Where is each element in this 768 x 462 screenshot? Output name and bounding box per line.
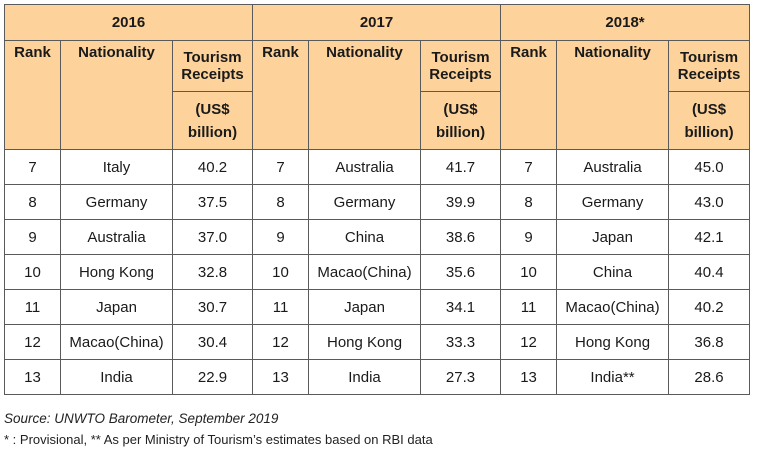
- rank-cell: 8: [252, 184, 310, 220]
- receipts-cell: 36.8: [668, 324, 751, 360]
- source-note: Source: UNWTO Barometer, September 2019: [4, 411, 279, 426]
- table-row: 13 India 22.9 13 India 27.3 13 India** 2…: [4, 359, 751, 395]
- receipts-header-label: Tourism Receipts: [181, 49, 244, 83]
- receipts-header: Tourism Receipts: [420, 40, 502, 92]
- rank-cell: 13: [500, 359, 558, 395]
- rank-cell: 13: [252, 359, 310, 395]
- receipts-cell: 45.0: [668, 149, 751, 185]
- unit-header: (US$ billion): [420, 91, 502, 150]
- nationality-cell: Hong Kong: [308, 324, 422, 360]
- table-row: 11 Japan 30.7 11 Japan 34.1 11 Macao(Chi…: [4, 289, 751, 325]
- rank-cell: 8: [4, 184, 61, 220]
- receipts-cell: 40.2: [668, 289, 751, 325]
- unit-label: (US$ billion): [684, 100, 734, 141]
- table-row: 12 Macao(China) 30.4 12 Hong Kong 33.3 1…: [4, 324, 751, 360]
- column-header-row: Rank Nationality Tourism Receipts Rank N…: [4, 40, 751, 150]
- nationality-cell: Germany: [308, 184, 422, 220]
- table-row: 7 Italy 40.2 7 Australia 41.7 7 Australi…: [4, 149, 751, 185]
- table-row: 10 Hong Kong 32.8 10 Macao(China) 35.6 1…: [4, 254, 751, 290]
- unit-label: (US$ billion): [435, 100, 486, 141]
- nationality-cell: Japan: [60, 289, 173, 325]
- nationality-cell: India: [308, 359, 422, 395]
- receipts-header-label: Tourism Receipts: [677, 49, 741, 83]
- nationality-cell: Japan: [556, 219, 670, 255]
- nationality-cell: India: [60, 359, 173, 395]
- nationality-cell: Macao(China): [60, 324, 173, 360]
- receipts-cell: 43.0: [668, 184, 751, 220]
- rank-cell: 12: [500, 324, 558, 360]
- receipts-header: Tourism Receipts: [171, 40, 254, 92]
- receipts-cell: 40.4: [668, 254, 751, 290]
- rank-header: Rank: [4, 40, 61, 150]
- footnote: * : Provisional, ** As per Ministry of T…: [4, 432, 433, 447]
- receipts-cell: 32.8: [171, 254, 254, 290]
- unit-label: (US$ billion): [187, 100, 238, 141]
- receipts-cell: 33.3: [420, 324, 502, 360]
- receipts-header: Tourism Receipts: [668, 40, 751, 92]
- rank-cell: 7: [500, 149, 558, 185]
- nationality-cell: Hong Kong: [60, 254, 173, 290]
- receipts-cell: 37.5: [171, 184, 254, 220]
- receipts-cell: 28.6: [668, 359, 751, 395]
- rank-cell: 12: [4, 324, 61, 360]
- rank-cell: 9: [252, 219, 310, 255]
- nationality-cell: China: [556, 254, 670, 290]
- receipts-cell: 40.2: [171, 149, 254, 185]
- rank-cell: 11: [4, 289, 61, 325]
- rank-header: Rank: [252, 40, 310, 150]
- year-header-2018: 2018*: [500, 4, 751, 41]
- nationality-header: Nationality: [308, 40, 422, 150]
- nationality-cell: India**: [556, 359, 670, 395]
- receipts-header-label: Tourism Receipts: [429, 49, 492, 83]
- unit-header: (US$ billion): [171, 91, 254, 150]
- unit-header-row: (US$ billion) (US$ billion) (US$ billion…: [5, 91, 751, 150]
- year-header-2017: 2017: [252, 4, 502, 41]
- rank-cell: 8: [500, 184, 558, 220]
- nationality-cell: Germany: [556, 184, 670, 220]
- nationality-cell: Hong Kong: [556, 324, 670, 360]
- nationality-cell: Italy: [60, 149, 173, 185]
- nationality-header: Nationality: [556, 40, 670, 150]
- rank-cell: 10: [500, 254, 558, 290]
- nationality-header: Nationality: [60, 40, 173, 150]
- receipts-cell: 34.1: [420, 289, 502, 325]
- receipts-cell: 39.9: [420, 184, 502, 220]
- nationality-cell: Australia: [308, 149, 422, 185]
- year-header-row: 2016 2017 2018*: [3, 4, 751, 41]
- table-row: 8 Germany 37.5 8 Germany 39.9 8 Germany …: [4, 184, 751, 220]
- nationality-cell: Macao(China): [308, 254, 422, 290]
- receipts-cell: 41.7: [420, 149, 502, 185]
- rank-cell: 9: [500, 219, 558, 255]
- rank-cell: 11: [252, 289, 310, 325]
- receipts-cell: 38.6: [420, 219, 502, 255]
- rank-cell: 7: [252, 149, 310, 185]
- unit-header: (US$ billion): [668, 91, 751, 150]
- rank-cell: 11: [500, 289, 558, 325]
- table-row: 9 Australia 37.0 9 China 38.6 9 Japan 42…: [4, 219, 751, 255]
- rank-cell: 13: [4, 359, 61, 395]
- rank-cell: 7: [4, 149, 61, 185]
- receipts-cell: 30.4: [171, 324, 254, 360]
- receipts-cell: 27.3: [420, 359, 502, 395]
- receipts-cell: 42.1: [668, 219, 751, 255]
- tourism-receipts-table: 2016 2017 2018* Rank Nationality Tourism…: [3, 4, 751, 395]
- nationality-cell: China: [308, 219, 422, 255]
- year-header-2016: 2016: [3, 4, 254, 41]
- rank-cell: 10: [4, 254, 61, 290]
- rank-cell: 9: [4, 219, 61, 255]
- receipts-cell: 35.6: [420, 254, 502, 290]
- nationality-cell: Japan: [308, 289, 422, 325]
- rank-cell: 10: [252, 254, 310, 290]
- receipts-cell: 37.0: [171, 219, 254, 255]
- rank-cell: 12: [252, 324, 310, 360]
- nationality-cell: Australia: [556, 149, 670, 185]
- nationality-cell: Macao(China): [556, 289, 670, 325]
- receipts-cell: 22.9: [171, 359, 254, 395]
- rank-header: Rank: [500, 40, 558, 150]
- receipts-cell: 30.7: [171, 289, 254, 325]
- nationality-cell: Australia: [60, 219, 173, 255]
- nationality-cell: Germany: [60, 184, 173, 220]
